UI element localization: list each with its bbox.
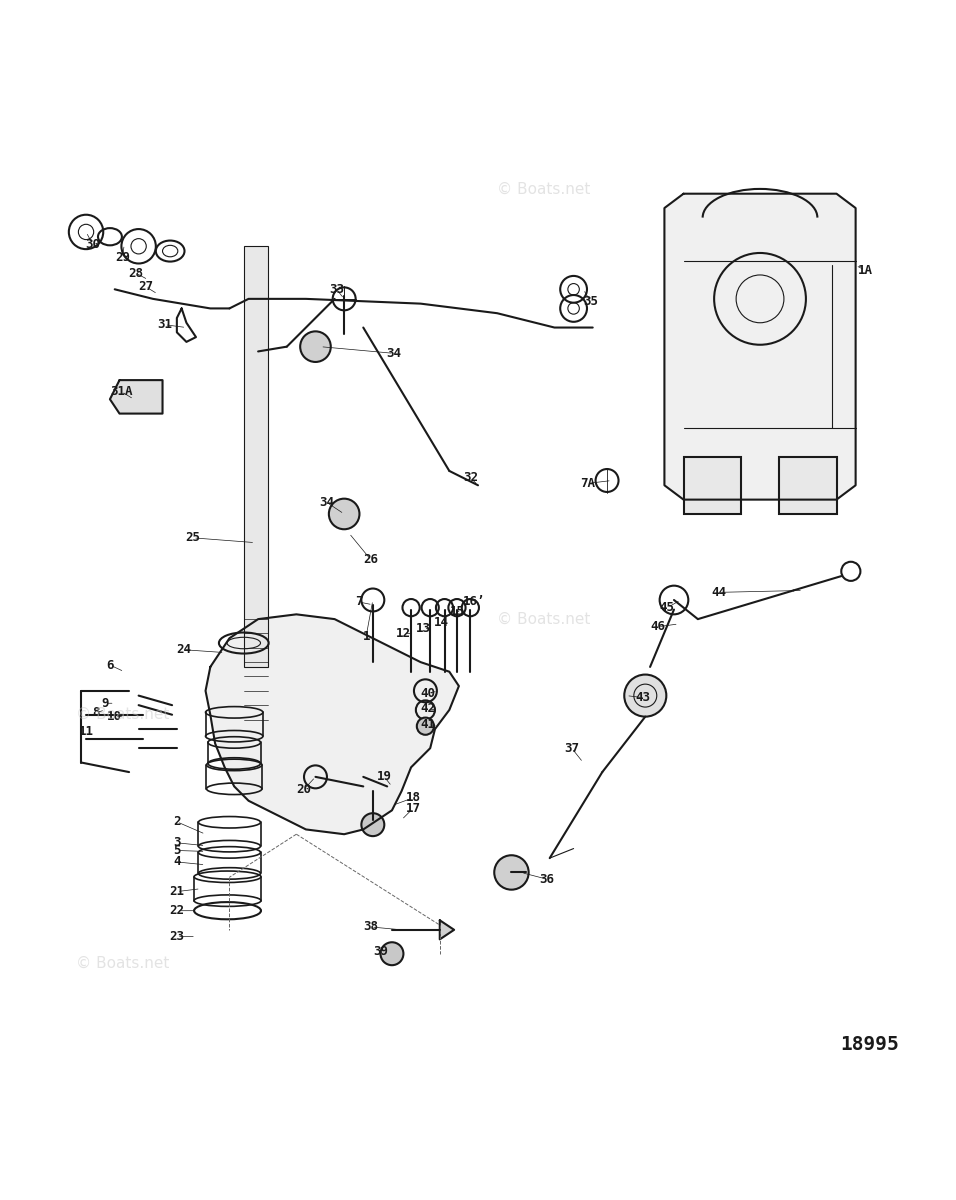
Text: 1A: 1A	[858, 264, 873, 277]
Circle shape	[417, 718, 434, 734]
Text: 19: 19	[377, 770, 392, 784]
Text: 31: 31	[157, 318, 172, 331]
Text: 11: 11	[78, 726, 94, 738]
Text: 36: 36	[539, 872, 554, 886]
Text: 41: 41	[421, 718, 436, 731]
Text: 43: 43	[635, 691, 650, 704]
Text: 23: 23	[169, 930, 185, 943]
Text: 7A: 7A	[580, 476, 596, 490]
Text: 7: 7	[355, 595, 362, 608]
Text: 4: 4	[173, 856, 181, 869]
Text: 20: 20	[296, 782, 312, 796]
Text: 5: 5	[173, 844, 181, 857]
Text: 25: 25	[185, 532, 201, 545]
Text: 2: 2	[173, 815, 181, 828]
Text: 13: 13	[416, 622, 431, 635]
Text: 9: 9	[101, 697, 109, 709]
Polygon shape	[206, 614, 459, 834]
Circle shape	[361, 814, 384, 836]
Text: 42: 42	[421, 702, 436, 715]
Text: 38: 38	[363, 920, 379, 934]
Text: 26: 26	[363, 553, 379, 566]
Text: 29: 29	[115, 251, 130, 264]
Text: 24: 24	[176, 643, 191, 656]
Text: 8: 8	[92, 707, 99, 719]
Text: 28: 28	[128, 266, 143, 280]
Polygon shape	[440, 920, 454, 940]
Text: 32: 32	[463, 472, 478, 484]
Circle shape	[624, 674, 666, 716]
Circle shape	[329, 499, 359, 529]
Text: 21: 21	[169, 886, 185, 898]
Circle shape	[494, 856, 529, 889]
Text: 45: 45	[660, 601, 675, 614]
Bar	[684, 456, 741, 514]
Text: 39: 39	[373, 946, 388, 959]
Text: 16’: 16’	[463, 595, 486, 608]
Text: 1: 1	[362, 630, 370, 643]
Text: 34: 34	[319, 496, 335, 509]
Text: 30: 30	[85, 238, 100, 251]
Text: 17: 17	[405, 802, 421, 815]
Text: 44: 44	[711, 586, 727, 599]
Text: 37: 37	[564, 742, 579, 755]
Text: 12: 12	[396, 626, 411, 640]
Text: 14: 14	[434, 617, 449, 630]
Text: 40: 40	[421, 688, 436, 700]
Text: 46: 46	[650, 620, 665, 634]
Text: 15: 15	[449, 605, 465, 618]
Polygon shape	[110, 380, 163, 414]
Text: 18995: 18995	[840, 1036, 900, 1054]
Text: 18: 18	[405, 791, 421, 804]
Circle shape	[380, 942, 403, 965]
Bar	[244, 246, 268, 667]
Text: © Boats.net: © Boats.net	[76, 707, 170, 722]
Text: 10: 10	[107, 710, 122, 724]
Text: 6: 6	[106, 659, 114, 672]
Text: © Boats.net: © Boats.net	[76, 955, 170, 971]
Text: 3: 3	[173, 836, 181, 850]
Text: 35: 35	[583, 295, 598, 308]
Text: © Boats.net: © Boats.net	[497, 612, 591, 626]
Text: 31A: 31A	[110, 385, 133, 398]
Circle shape	[300, 331, 331, 362]
Polygon shape	[664, 193, 856, 499]
Text: 27: 27	[138, 280, 153, 293]
Bar	[779, 456, 836, 514]
Text: 34: 34	[386, 347, 402, 360]
Text: 22: 22	[169, 905, 185, 917]
Text: 33: 33	[329, 283, 344, 296]
Text: © Boats.net: © Boats.net	[497, 181, 591, 197]
